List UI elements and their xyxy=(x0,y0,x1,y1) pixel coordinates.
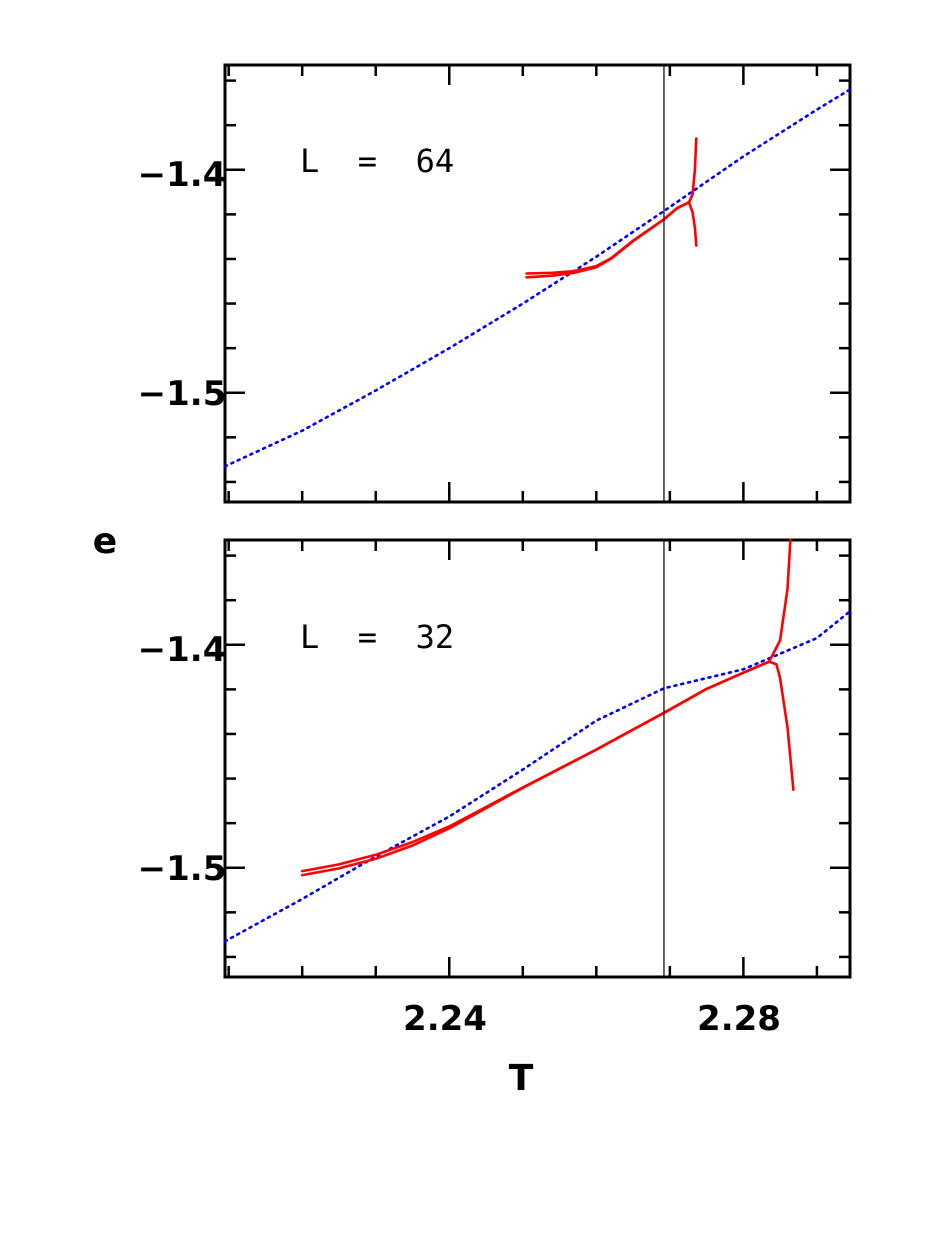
panel-label: L = 32 xyxy=(300,618,454,656)
data-series-line xyxy=(767,538,792,664)
data-series-line xyxy=(687,137,698,204)
panel-label: L = 64 xyxy=(300,142,454,180)
tick-marks xyxy=(225,540,850,977)
data-series-line xyxy=(525,201,691,275)
plot-frame xyxy=(223,538,852,979)
reference-series-line xyxy=(223,609,852,943)
data-series-line xyxy=(687,201,698,247)
y-tick-label: −1.5 xyxy=(138,849,227,889)
reference-curve xyxy=(223,609,852,943)
panel-bottom: L = 32 −1.4 −1.5 xyxy=(138,538,852,979)
panel-top: L = 64 −1.4 −1.5 xyxy=(138,63,852,504)
data-series-line xyxy=(767,660,795,792)
data-series-line xyxy=(525,201,691,279)
y-tick-label: −1.4 xyxy=(138,630,227,670)
x-tick-label: 2.24 xyxy=(403,999,487,1039)
y-axis-title: e xyxy=(93,521,117,562)
reference-curve xyxy=(223,88,852,468)
reference-series-line xyxy=(223,88,852,468)
y-tick-label: −1.5 xyxy=(138,374,227,414)
plot-frame xyxy=(223,63,852,504)
data-curves xyxy=(525,137,698,279)
x-tick-label: 2.28 xyxy=(697,999,781,1039)
tick-marks xyxy=(225,65,850,502)
y-tick-label: −1.4 xyxy=(138,155,227,195)
data-curves xyxy=(300,538,795,877)
data-series-line xyxy=(300,660,771,877)
x-axis-title: T xyxy=(509,1058,534,1099)
